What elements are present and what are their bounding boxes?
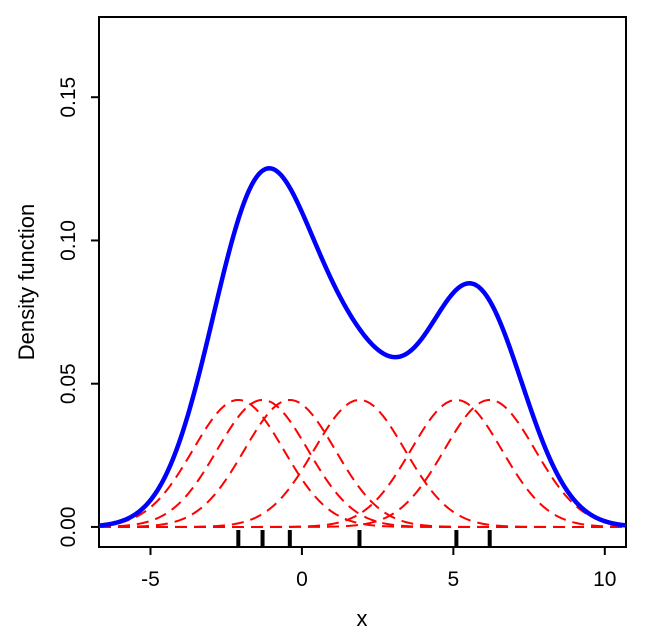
x-tick-label: -5 <box>141 568 160 591</box>
kernel-curve <box>99 398 627 528</box>
y-tick-label: 0.15 <box>57 77 80 118</box>
x-tick-label: 10 <box>593 568 616 591</box>
y-tick-label: 0.00 <box>57 507 80 548</box>
x-axis-title: x <box>357 606 368 631</box>
kernel-curve <box>99 398 627 528</box>
y-tick-label: 0.05 <box>57 363 80 404</box>
plot-frame <box>98 16 627 548</box>
kernel-curve <box>99 398 626 528</box>
x-tick-label: 0 <box>296 568 308 591</box>
y-tick-label: 0.10 <box>57 220 80 261</box>
density-curve <box>98 166 627 528</box>
x-tick-label: 5 <box>448 568 460 591</box>
y-axis-title: Density function <box>14 204 39 361</box>
kernel-curve <box>98 398 626 528</box>
y-axis: 0.00 0.05 0.10 0.15 <box>57 77 99 548</box>
x-axis: -5 0 5 10 <box>141 547 616 591</box>
kernel-curve <box>98 398 626 528</box>
kernel-curve <box>98 398 626 528</box>
kernel-curves <box>98 398 627 528</box>
rug-marks <box>236 530 492 547</box>
